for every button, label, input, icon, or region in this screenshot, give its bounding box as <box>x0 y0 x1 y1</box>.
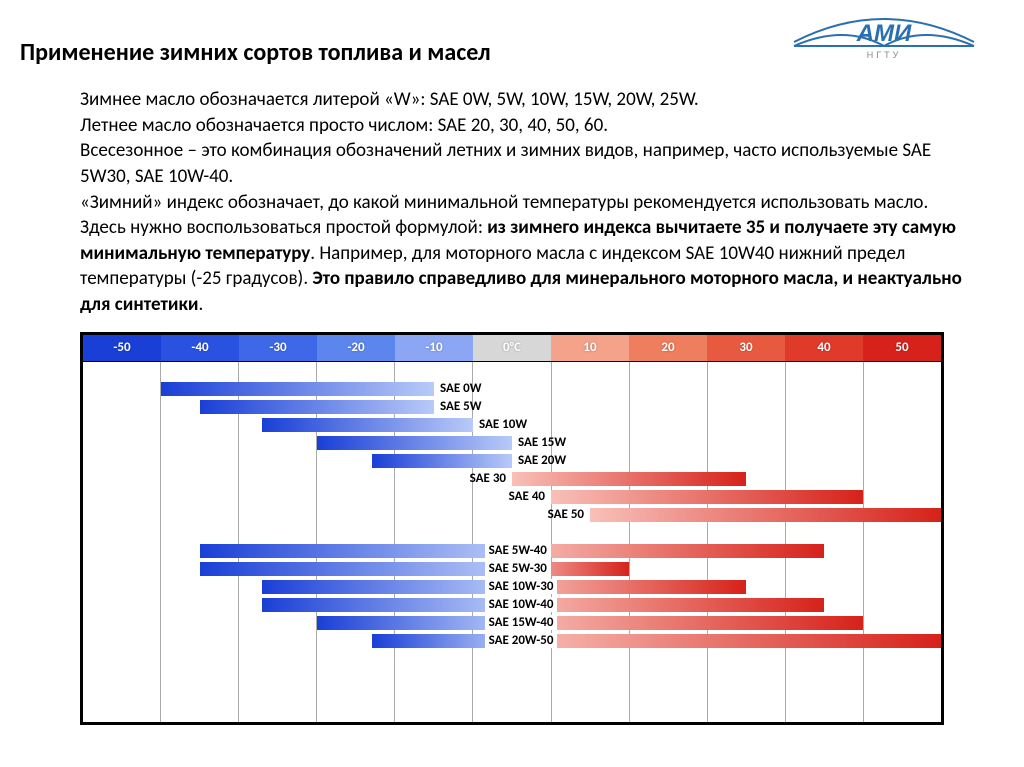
bar-row: SAE 20W-50 <box>83 634 941 648</box>
bar-row: SAE 20W <box>83 454 941 468</box>
bar-row: SAE 40 <box>83 490 941 504</box>
bar-row: SAE 30 <box>83 472 941 486</box>
bar-row: SAE 0W <box>83 382 941 396</box>
temperature-bar <box>590 508 941 522</box>
bar-label: SAE 5W-40 <box>485 543 551 558</box>
bar-row: SAE 10W-30 <box>83 580 941 594</box>
text-line: Зимнее масло обозначается литерой «W»: S… <box>80 87 974 113</box>
bar-row: SAE 10W-40 <box>83 598 941 612</box>
temperature-bar <box>317 616 863 630</box>
svg-text:АМИ: АМИ <box>856 20 912 47</box>
text-line: Летнее масло обозначается просто числом:… <box>80 113 974 139</box>
bar-label: SAE 10W <box>479 417 527 432</box>
bar-row: SAE 15W <box>83 436 941 450</box>
brand-logo: АМИ НГТУ <box>784 8 984 68</box>
scale-cell: -30 <box>239 335 317 361</box>
bar-label: SAE 20W <box>518 453 566 468</box>
bar-label: SAE 5W-30 <box>485 561 551 576</box>
bar-label: SAE 30 <box>470 471 506 486</box>
text-line: «Зимний» индекс обозначает, до какой мин… <box>80 190 974 318</box>
scale-cell: 20 <box>629 335 707 361</box>
scale-cell: 40 <box>785 335 863 361</box>
bar-row: SAE 5W-30 <box>83 562 941 576</box>
body-paragraph: Зимнее масло обозначается литерой «W»: S… <box>80 87 974 318</box>
svg-text:НГТУ: НГТУ <box>867 50 902 60</box>
bar-row: SAE 15W-40 <box>83 616 941 630</box>
scale-cell: -20 <box>317 335 395 361</box>
temperature-bar <box>372 634 941 648</box>
temperature-bar <box>262 418 473 432</box>
bar-row: SAE 50 <box>83 508 941 522</box>
bar-label: SAE 40 <box>509 489 545 504</box>
bar-label: SAE 50 <box>548 507 584 522</box>
scale-cell: 0°C <box>473 335 551 361</box>
temperature-bar <box>551 490 863 504</box>
scale-cell: 30 <box>707 335 785 361</box>
bar-row: SAE 5W-40 <box>83 544 941 558</box>
bar-row: SAE 5W <box>83 400 941 414</box>
temperature-bar <box>317 436 512 450</box>
temperature-bar <box>200 562 629 576</box>
scale-cell: -50 <box>83 335 161 361</box>
bar-label: SAE 0W <box>440 381 482 396</box>
scale-cell: -10 <box>395 335 473 361</box>
bar-label: SAE 10W-30 <box>485 579 558 594</box>
bar-label: SAE 15W-40 <box>485 615 558 630</box>
bar-label: SAE 20W-50 <box>485 633 558 648</box>
scale-cell: 50 <box>863 335 941 361</box>
bar-label: SAE 15W <box>518 435 566 450</box>
scale-cell: -40 <box>161 335 239 361</box>
sae-temperature-chart: -50-40-30-20-100°C1020304050 SAE 0W SAE 5… <box>80 332 944 725</box>
bar-row: SAE 10W <box>83 418 941 432</box>
temperature-bar <box>161 382 434 396</box>
bar-label: SAE 10W-40 <box>485 597 558 612</box>
bar-label: SAE 5W <box>440 399 482 414</box>
temperature-bar <box>200 400 434 414</box>
temperature-scale: -50-40-30-20-100°C1020304050 <box>83 335 941 362</box>
scale-cell: 10 <box>551 335 629 361</box>
text-line: Всесезонное – это комбинация обозначений… <box>80 138 974 189</box>
chart-body: SAE 0WSAE 5WSAE 10WSAE 15WSAE 20WSAE 30S… <box>83 362 941 722</box>
temperature-bar <box>512 472 746 486</box>
chart-bars: SAE 0WSAE 5WSAE 10WSAE 15WSAE 20WSAE 30S… <box>83 362 941 722</box>
temperature-bar <box>372 454 512 468</box>
